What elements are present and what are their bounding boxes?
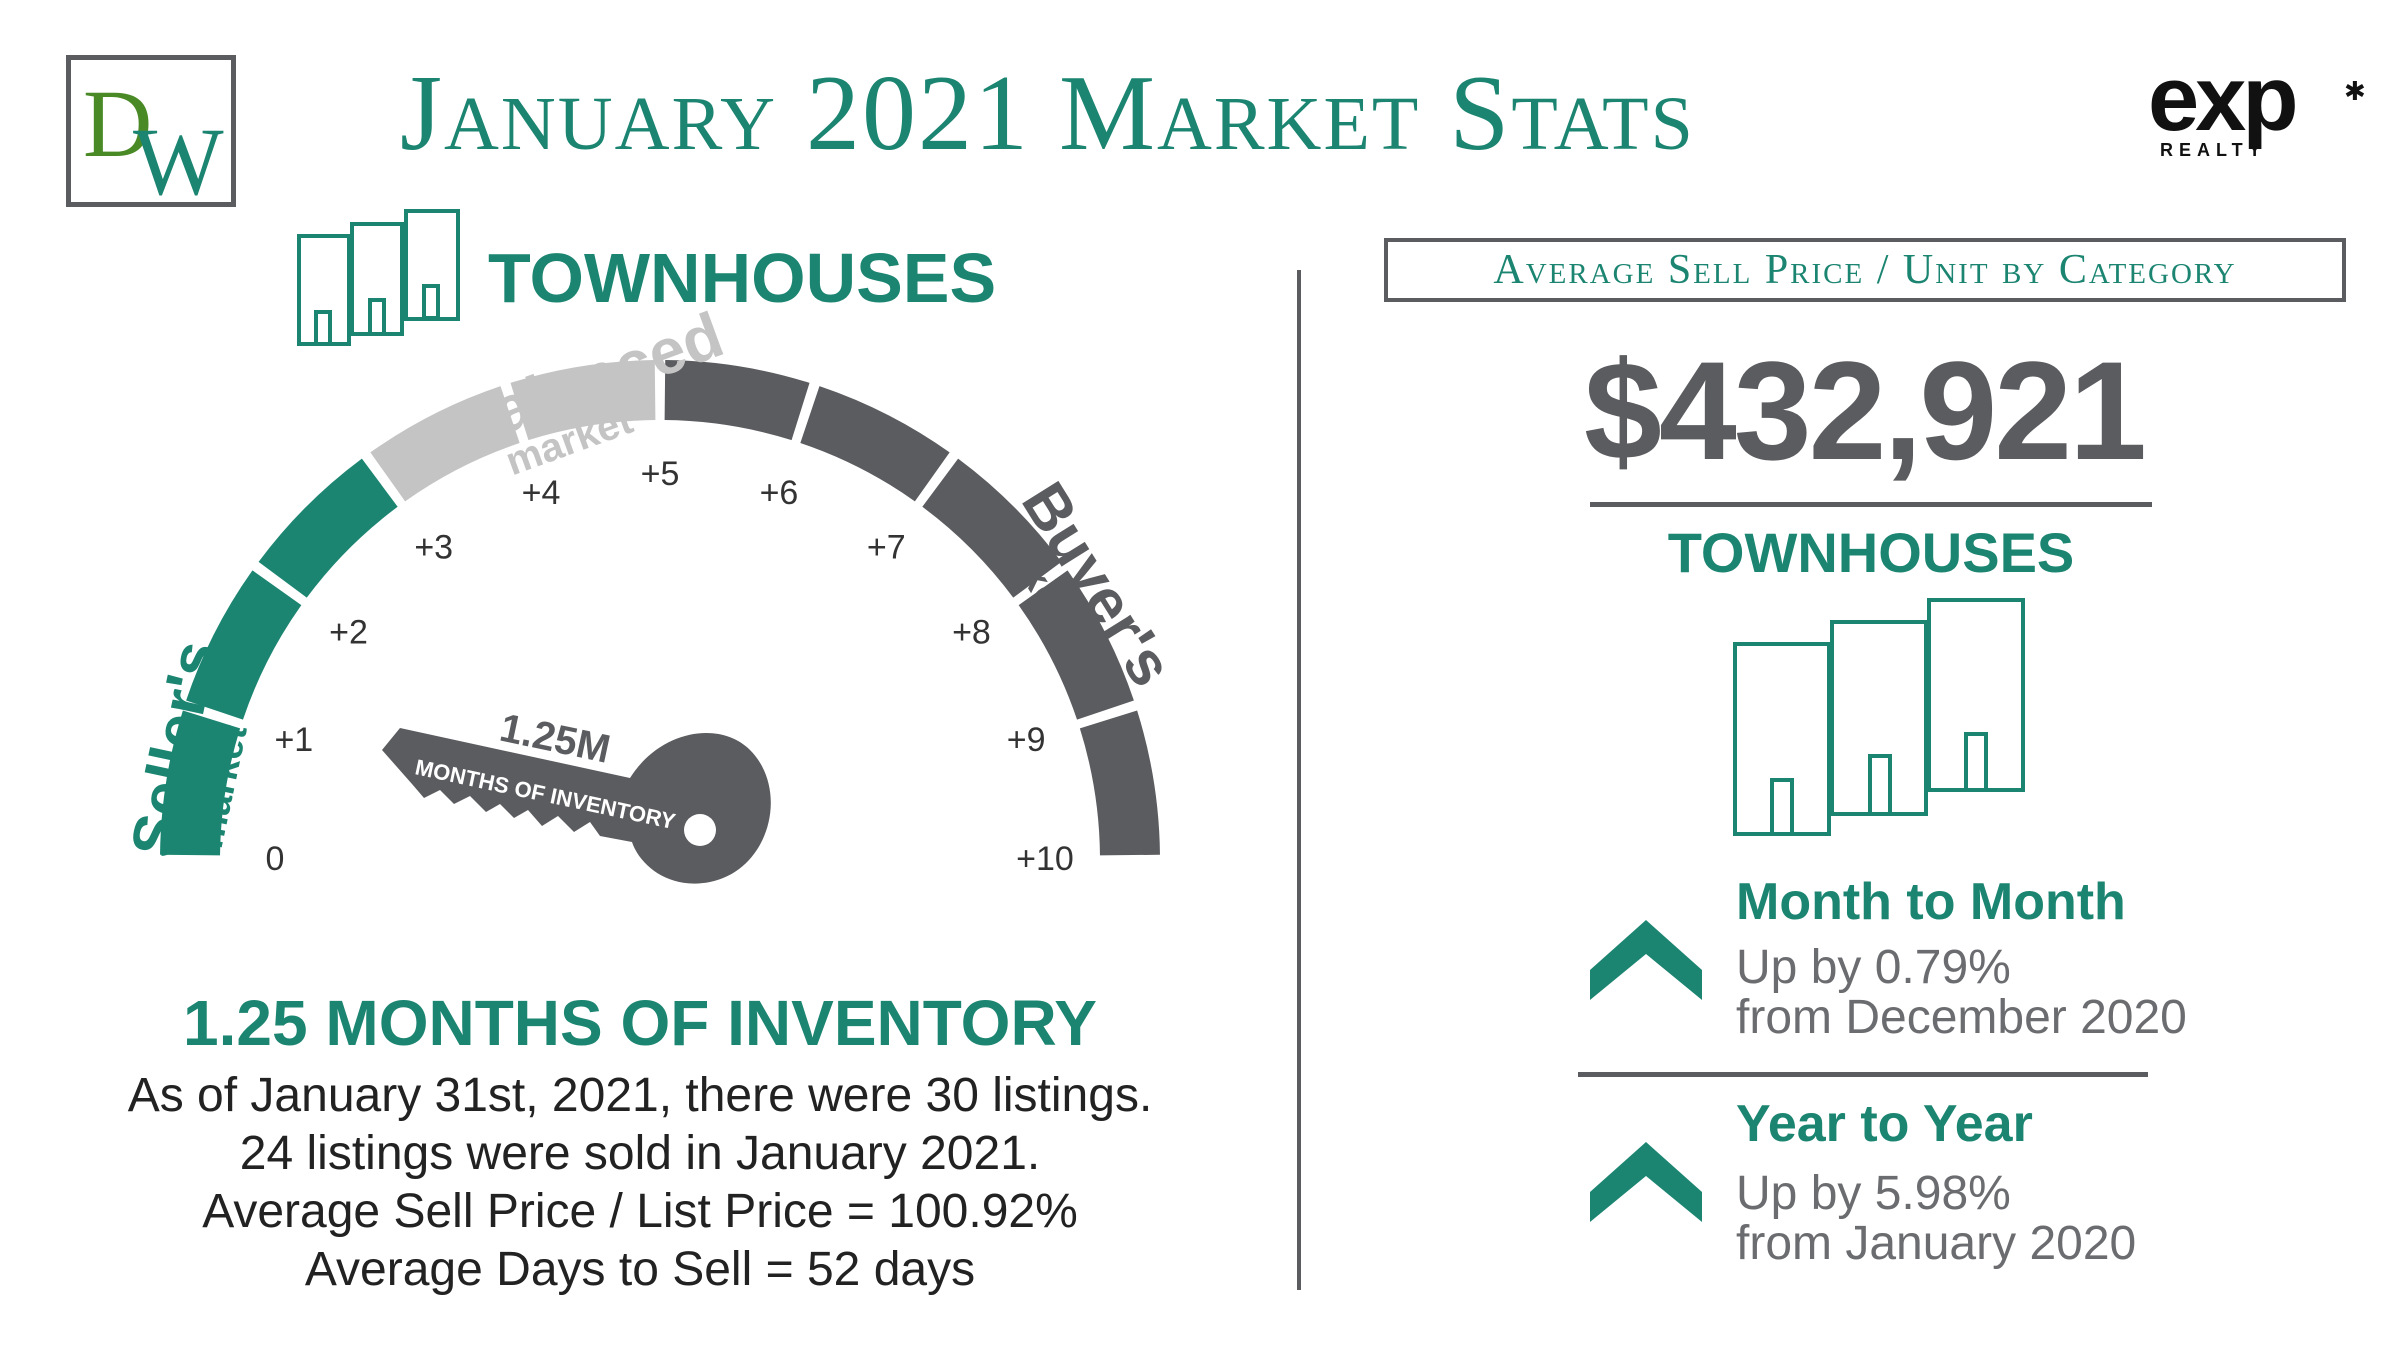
- exp-logo-text: exp: [2148, 48, 2299, 150]
- month-to-month-title: Month to Month: [1736, 873, 2126, 931]
- gauge-tick-label: +2: [329, 614, 368, 652]
- gauge-segment: [258, 458, 398, 598]
- arrow-up-icon-month: [1590, 920, 1702, 1000]
- gauge-tick-label: 0: [266, 840, 285, 878]
- gauge-tick-label: +5: [641, 455, 680, 493]
- gauge-segment: [186, 570, 302, 720]
- gauge-tick-label: +1: [274, 721, 313, 759]
- arrow-up-icon-year: [1590, 1142, 1702, 1222]
- inventory-title: 1.25 MONTHS OF INVENTORY: [183, 987, 1097, 1059]
- year-to-year-title: Year to Year: [1736, 1095, 2033, 1153]
- inventory-line-4: Average Days to Sell = 52 days: [304, 1243, 976, 1296]
- year-to-year-change: Up by 5.98%: [1736, 1167, 2011, 1220]
- logo-letter-d: D: [83, 70, 153, 177]
- gauge-segment: [160, 710, 241, 856]
- price-underline: [1590, 502, 2152, 507]
- gauge-tick-label: +3: [414, 529, 453, 567]
- realty-logo-text: REALTY: [2160, 140, 2267, 160]
- sellers-market-label: Seller's market: [118, 635, 256, 863]
- gauge-segment: [1079, 710, 1160, 856]
- inventory-line-3: Average Sell Price / List Price = 100.92…: [202, 1185, 1078, 1238]
- exp-realty-logo: exp REALTY ✱: [2148, 48, 2378, 164]
- inventory-line-1: As of January 31st, 2021, there were 30 …: [127, 1069, 1153, 1122]
- market-gauge: 0+1+2+3+4 +5 +6+7+8+9+10 Balanced market S…: [118, 300, 1186, 884]
- gauge-segment: [800, 386, 950, 502]
- townhouse-large-icon: [1733, 598, 2025, 836]
- price-category-box: Average Sell Price / Unit by Category: [1384, 238, 2346, 302]
- gauge-tick-label: +9: [1007, 721, 1046, 759]
- vertical-divider: [1297, 270, 1301, 1290]
- key-indicator: 1.25M MONTHS OF INVENTORY: [382, 706, 771, 884]
- gauge-tick-label: +10: [1016, 840, 1074, 878]
- gauge-tick-labels: 0 +1 +2 +3 +4 +5 +6 +7 +8 +9 +10: [266, 455, 1074, 878]
- price-category-title: Average Sell Price / Unit by Category: [1493, 247, 2237, 293]
- logo-letter-w: W: [133, 108, 224, 215]
- gauge-segment: [370, 386, 520, 502]
- month-to-month-change: Up by 0.79%: [1736, 941, 2011, 994]
- gauge-tick-label: +8: [952, 614, 991, 652]
- year-to-year-period: from January 2020: [1736, 1217, 2137, 1270]
- gauge-segment: [510, 360, 656, 441]
- average-price-value: $432,921: [1584, 332, 2147, 489]
- gauge-segment: [664, 360, 810, 441]
- maple-leaf-icon: ✱: [2344, 76, 2366, 106]
- month-to-month-period: from December 2020: [1736, 991, 2187, 1044]
- gauge-tick-label: +4: [522, 474, 561, 512]
- page-title: January 2021 Market Stats: [400, 52, 2000, 173]
- townhouse-icon: [297, 209, 460, 346]
- gauge-segment: [1018, 570, 1134, 720]
- gauge-segments: [160, 360, 1160, 856]
- gauge-segment: [922, 458, 1062, 598]
- right-divider-line: [1578, 1072, 2148, 1077]
- page-title-text: January 2021 Market Stats: [400, 54, 1695, 173]
- category-title-left: TOWNHOUSES: [488, 239, 997, 317]
- category-title-right: TOWNHOUSES: [1667, 521, 2075, 584]
- dw-logo: D W: [66, 55, 236, 215]
- gauge-tick-label: +7: [867, 529, 906, 567]
- gauge-tick-label: +6: [760, 474, 799, 512]
- inventory-line-2: 24 listings were sold in January 2021.: [239, 1127, 1041, 1180]
